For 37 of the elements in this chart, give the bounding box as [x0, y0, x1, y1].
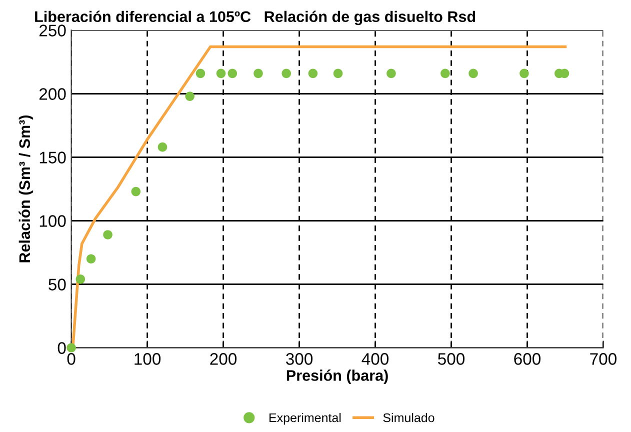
x-tick-label: 700 [590, 353, 616, 365]
point [216, 68, 226, 78]
y-tick-label: 200 [39, 88, 66, 100]
point [86, 254, 96, 264]
point [228, 68, 238, 78]
point [520, 68, 529, 78]
legend-label: Experimental [270, 412, 341, 425]
x-tick-label: 0 [67, 353, 76, 365]
x-tick-label: 500 [438, 353, 465, 365]
y-tick-label: 50 [48, 278, 66, 290]
point [333, 68, 343, 78]
y-tick-label: 250 [39, 24, 66, 36]
point [468, 68, 478, 78]
chart-title: Liberación diferencial a 105ºC Relación de gas disuelto Rsd [35, 10, 476, 26]
point [158, 142, 168, 152]
y-tick-label: 100 [40, 215, 66, 227]
x-axis-title: Presión (bara) [286, 370, 388, 384]
point [386, 68, 396, 78]
x-tick-label: 600 [514, 353, 540, 365]
legend-label: Simulado [383, 412, 434, 422]
point [185, 92, 195, 101]
point [196, 68, 206, 78]
point [66, 343, 76, 352]
point [131, 186, 141, 196]
y-tick-label: 0 [58, 342, 66, 354]
x-tick-label: 100 [134, 353, 161, 365]
point [440, 68, 450, 78]
point [282, 68, 292, 78]
y-axis-title: Relación (Sm³ / Sm³) [18, 115, 34, 262]
point [76, 274, 86, 284]
point [254, 68, 263, 78]
x-tick-label: 300 [286, 353, 313, 365]
point [308, 68, 318, 78]
point [103, 230, 112, 240]
x-tick-label: 200 [210, 353, 237, 365]
x-tick-label: 400 [362, 353, 389, 365]
y-tick-label: 150 [40, 152, 66, 164]
